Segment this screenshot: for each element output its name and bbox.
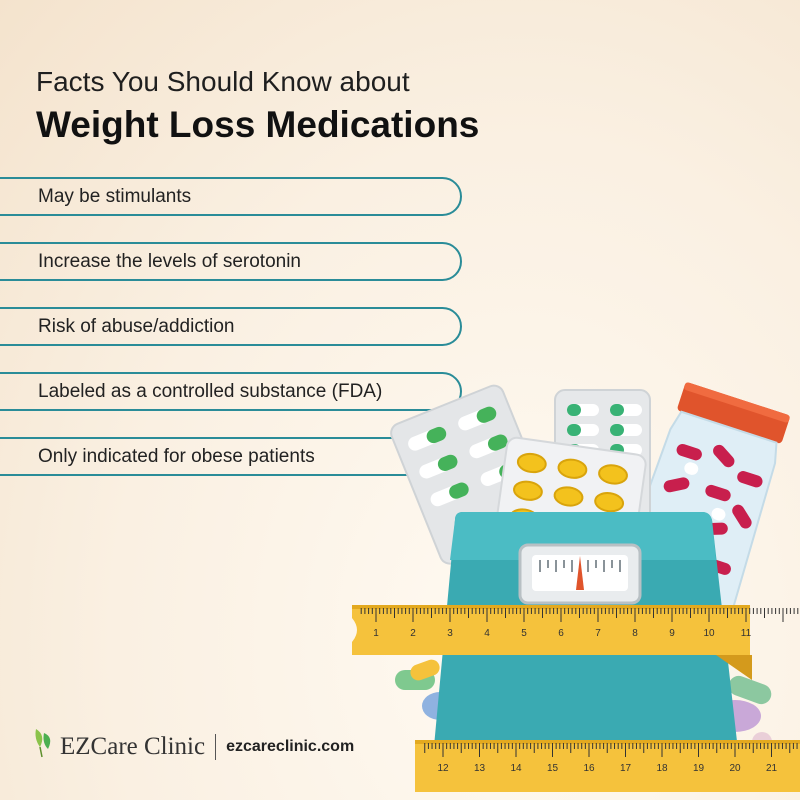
ruler-number: 11	[741, 628, 752, 639]
brand-name: EZCare Clinic	[60, 733, 206, 760]
ruler-number: 2	[410, 628, 416, 639]
fact-text: May be stimulants	[38, 185, 192, 207]
ruler-number: 3	[447, 628, 453, 639]
website-url[interactable]: ezcareclinic.com	[226, 738, 355, 755]
leaf-logo-icon	[35, 729, 51, 758]
ruler-number: 20	[729, 763, 741, 774]
page-subtitle: Facts You Should Know about	[36, 66, 410, 97]
weighing-scale-icon	[431, 512, 740, 778]
ruler-number: 10	[703, 628, 715, 639]
ruler-number: 7	[595, 628, 601, 639]
ruler-number: 18	[656, 763, 668, 774]
ruler-number: 12	[437, 763, 449, 774]
ruler-number: 19	[693, 763, 705, 774]
page-title: Weight Loss Medications	[36, 104, 480, 145]
fact-item-1: May be stimulants	[0, 177, 462, 216]
ruler-number: 13	[474, 763, 486, 774]
fact-item-4: Labeled as a controlled substance (FDA)	[0, 372, 462, 411]
fact-item-3: Risk of abuse/addiction	[0, 307, 462, 346]
ruler-number: 15	[547, 763, 559, 774]
ruler-number: 17	[620, 763, 632, 774]
ruler-number: 16	[583, 763, 595, 774]
brand-logo: EZCare Clinic ezcareclinic.com	[30, 722, 354, 772]
logo-divider	[215, 734, 217, 760]
ruler-number: 14	[510, 763, 522, 774]
ruler-number: 5	[521, 628, 527, 639]
ruler-number: 8	[632, 628, 638, 639]
measuring-tape-icon: 12 13 14 15 16 17 18 19 20 21	[415, 740, 800, 792]
fact-text: Only indicated for obese patients	[38, 445, 315, 467]
ruler-number: 21	[766, 763, 778, 774]
ruler-number: 9	[669, 628, 675, 639]
fact-item-2: Increase the levels of serotonin	[0, 242, 462, 281]
fact-text: Risk of abuse/addiction	[38, 315, 235, 337]
ruler-number: 1	[373, 628, 379, 639]
ruler-number: 4	[484, 628, 490, 639]
fact-text: Increase the levels of serotonin	[38, 250, 301, 272]
ruler-number: 6	[558, 628, 564, 639]
measuring-tape-icon: 1 2 3 4 5 6 7 8 9 10 11	[352, 605, 799, 680]
fact-text: Labeled as a controlled substance (FDA)	[38, 380, 383, 402]
